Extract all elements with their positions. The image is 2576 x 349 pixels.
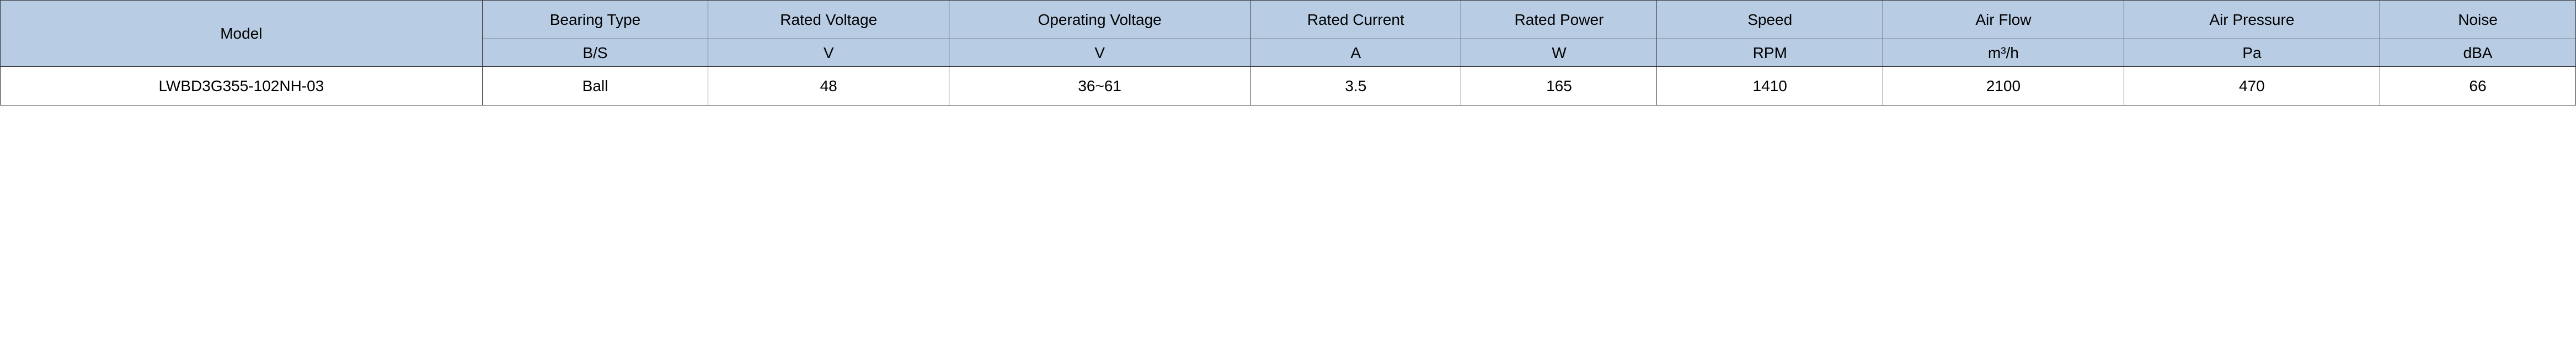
- cell-rated-voltage: 48: [708, 67, 949, 105]
- header-rated-power: Rated Power: [1461, 1, 1657, 39]
- header-row-1: Model Bearing Type Rated Voltage Operati…: [1, 1, 2576, 39]
- cell-bearing-type: Ball: [482, 67, 708, 105]
- unit-air-flow: m³/h: [1883, 39, 2124, 67]
- header-model: Model: [1, 1, 483, 67]
- header-rated-current: Rated Current: [1250, 1, 1461, 39]
- specifications-table: Model Bearing Type Rated Voltage Operati…: [0, 0, 2576, 105]
- header-air-flow: Air Flow: [1883, 1, 2124, 39]
- table-row: LWBD3G355-102NH-03 Ball 48 36~61 3.5 165…: [1, 67, 2576, 105]
- cell-rated-power: 165: [1461, 67, 1657, 105]
- unit-rated-voltage: V: [708, 39, 949, 67]
- header-noise: Noise: [2380, 1, 2575, 39]
- unit-noise: dBA: [2380, 39, 2575, 67]
- unit-bearing-type: B/S: [482, 39, 708, 67]
- cell-air-flow: 2100: [1883, 67, 2124, 105]
- unit-speed: RPM: [1657, 39, 1883, 67]
- cell-speed: 1410: [1657, 67, 1883, 105]
- unit-operating-voltage: V: [949, 39, 1250, 67]
- cell-rated-current: 3.5: [1250, 67, 1461, 105]
- header-operating-voltage: Operating Voltage: [949, 1, 1250, 39]
- unit-rated-current: A: [1250, 39, 1461, 67]
- cell-noise: 66: [2380, 67, 2575, 105]
- cell-model: LWBD3G355-102NH-03: [1, 67, 483, 105]
- cell-air-pressure: 470: [2124, 67, 2380, 105]
- header-bearing-type: Bearing Type: [482, 1, 708, 39]
- unit-air-pressure: Pa: [2124, 39, 2380, 67]
- cell-operating-voltage: 36~61: [949, 67, 1250, 105]
- unit-rated-power: W: [1461, 39, 1657, 67]
- header-speed: Speed: [1657, 1, 1883, 39]
- header-rated-voltage: Rated Voltage: [708, 1, 949, 39]
- header-air-pressure: Air Pressure: [2124, 1, 2380, 39]
